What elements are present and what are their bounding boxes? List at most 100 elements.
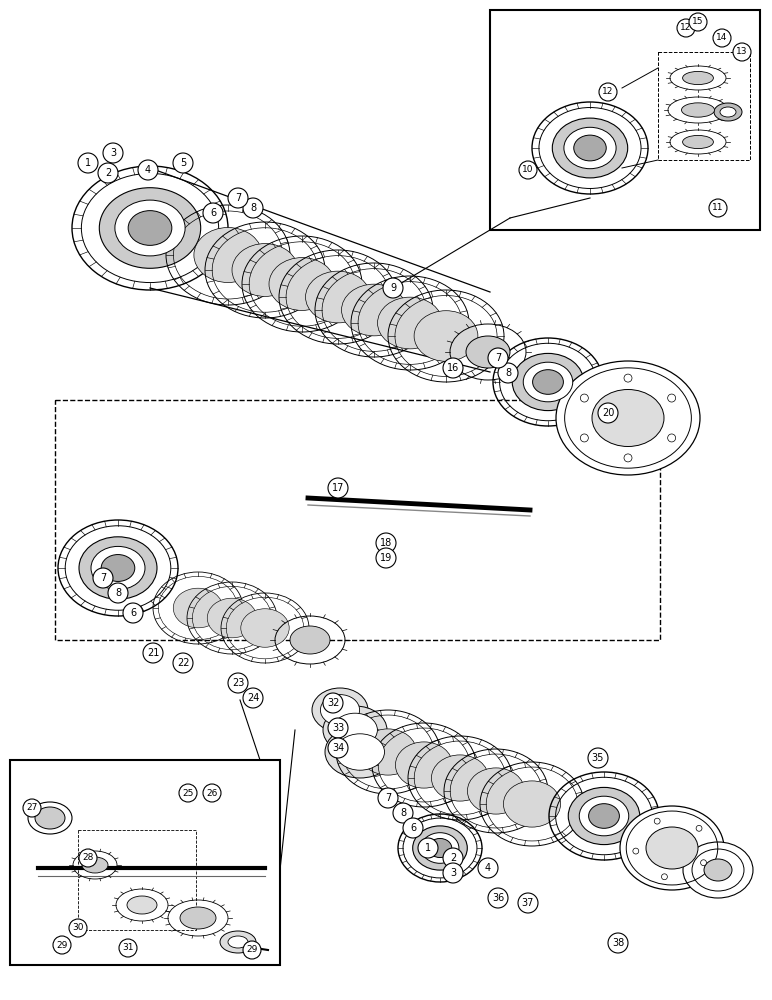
Ellipse shape bbox=[306, 271, 371, 323]
Circle shape bbox=[403, 818, 423, 838]
Circle shape bbox=[93, 568, 113, 588]
Circle shape bbox=[488, 888, 508, 908]
Text: 25: 25 bbox=[182, 788, 194, 798]
Text: 3: 3 bbox=[110, 148, 116, 158]
Ellipse shape bbox=[579, 796, 628, 836]
Ellipse shape bbox=[683, 842, 753, 898]
Ellipse shape bbox=[79, 537, 157, 599]
Circle shape bbox=[378, 788, 398, 808]
Circle shape bbox=[228, 673, 248, 693]
Ellipse shape bbox=[413, 826, 467, 870]
Bar bbox=[55, 400, 660, 640]
Text: 5: 5 bbox=[180, 158, 186, 168]
Ellipse shape bbox=[620, 806, 724, 890]
Text: 8: 8 bbox=[400, 808, 406, 818]
Text: 8: 8 bbox=[250, 203, 256, 213]
Ellipse shape bbox=[556, 361, 700, 475]
Circle shape bbox=[443, 848, 463, 868]
Text: 18: 18 bbox=[380, 538, 392, 548]
Circle shape bbox=[123, 603, 143, 623]
Ellipse shape bbox=[101, 555, 135, 581]
Ellipse shape bbox=[35, 807, 65, 829]
Circle shape bbox=[383, 278, 403, 298]
Ellipse shape bbox=[395, 742, 452, 788]
Circle shape bbox=[488, 348, 508, 368]
Ellipse shape bbox=[533, 370, 564, 394]
Bar bbox=[490, 10, 760, 230]
Ellipse shape bbox=[421, 833, 459, 863]
Circle shape bbox=[689, 13, 707, 31]
Circle shape bbox=[328, 738, 348, 758]
Ellipse shape bbox=[173, 588, 223, 628]
Ellipse shape bbox=[127, 896, 157, 914]
Circle shape bbox=[179, 784, 197, 802]
Circle shape bbox=[228, 188, 248, 208]
Ellipse shape bbox=[428, 838, 452, 858]
Circle shape bbox=[203, 203, 223, 223]
Ellipse shape bbox=[682, 103, 715, 117]
Circle shape bbox=[733, 43, 751, 61]
Ellipse shape bbox=[325, 726, 395, 778]
Ellipse shape bbox=[180, 907, 216, 929]
Circle shape bbox=[443, 863, 463, 883]
Circle shape bbox=[598, 403, 618, 423]
Ellipse shape bbox=[333, 713, 378, 747]
Text: 17: 17 bbox=[332, 483, 344, 493]
Text: 2: 2 bbox=[450, 853, 456, 863]
Ellipse shape bbox=[564, 127, 616, 169]
Ellipse shape bbox=[503, 781, 560, 827]
Text: 14: 14 bbox=[716, 33, 728, 42]
Circle shape bbox=[376, 548, 396, 568]
Circle shape bbox=[243, 198, 263, 218]
Ellipse shape bbox=[323, 706, 387, 754]
Ellipse shape bbox=[568, 787, 640, 845]
Text: 34: 34 bbox=[332, 743, 344, 753]
Circle shape bbox=[119, 939, 137, 957]
Text: 19: 19 bbox=[380, 553, 392, 563]
Ellipse shape bbox=[574, 135, 606, 161]
Text: 9: 9 bbox=[390, 283, 396, 293]
Circle shape bbox=[443, 358, 463, 378]
Ellipse shape bbox=[336, 734, 384, 770]
Text: 15: 15 bbox=[692, 17, 704, 26]
Circle shape bbox=[78, 153, 98, 173]
Bar bbox=[658, 52, 750, 160]
Text: 12: 12 bbox=[680, 23, 692, 32]
Ellipse shape bbox=[714, 103, 742, 121]
Circle shape bbox=[519, 161, 537, 179]
Ellipse shape bbox=[513, 353, 584, 411]
Text: 1: 1 bbox=[425, 843, 431, 853]
Circle shape bbox=[69, 919, 87, 937]
Text: 38: 38 bbox=[612, 938, 624, 948]
Circle shape bbox=[328, 478, 348, 498]
Circle shape bbox=[53, 936, 71, 954]
Text: 20: 20 bbox=[602, 408, 615, 418]
Circle shape bbox=[243, 941, 261, 959]
Circle shape bbox=[498, 363, 518, 383]
Text: 6: 6 bbox=[130, 608, 136, 618]
Circle shape bbox=[677, 19, 695, 37]
Ellipse shape bbox=[341, 284, 406, 336]
Text: 36: 36 bbox=[492, 893, 504, 903]
Text: 37: 37 bbox=[522, 898, 534, 908]
Circle shape bbox=[203, 784, 221, 802]
Ellipse shape bbox=[378, 297, 442, 349]
Text: 29: 29 bbox=[56, 940, 68, 950]
Circle shape bbox=[173, 653, 193, 673]
Text: 28: 28 bbox=[83, 854, 93, 862]
Circle shape bbox=[328, 718, 348, 738]
Text: 29: 29 bbox=[246, 946, 258, 954]
Circle shape bbox=[696, 825, 702, 831]
Text: 30: 30 bbox=[73, 924, 83, 932]
Ellipse shape bbox=[220, 931, 256, 953]
Circle shape bbox=[79, 849, 97, 867]
Text: 4: 4 bbox=[485, 863, 491, 873]
Text: 7: 7 bbox=[100, 573, 106, 583]
Circle shape bbox=[103, 143, 123, 163]
Text: 6: 6 bbox=[410, 823, 416, 833]
Ellipse shape bbox=[467, 768, 525, 814]
Text: 4: 4 bbox=[145, 165, 151, 175]
Text: 23: 23 bbox=[232, 678, 244, 688]
Circle shape bbox=[143, 643, 163, 663]
Text: 8: 8 bbox=[115, 588, 121, 598]
